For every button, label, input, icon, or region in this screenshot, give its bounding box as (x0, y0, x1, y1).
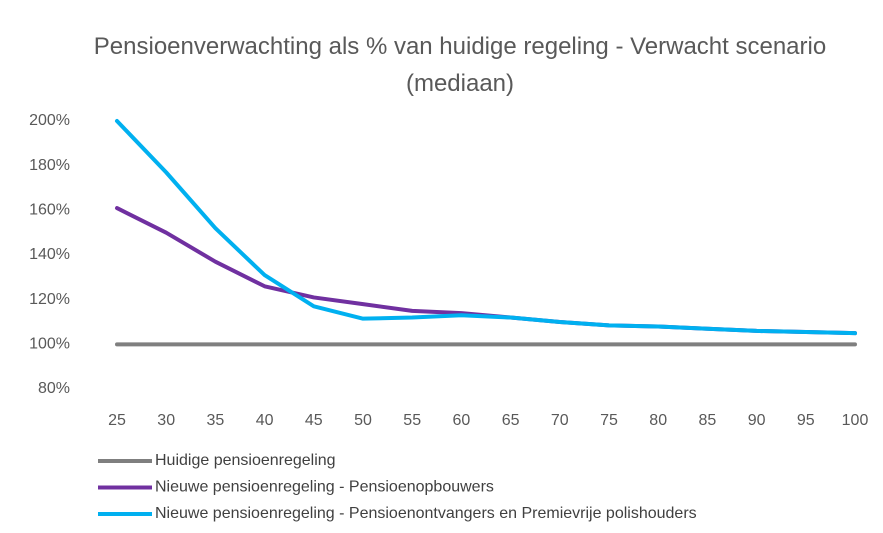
legend-label: Nieuwe pensioenregeling - Pensioenopbouw… (155, 479, 494, 496)
y-tick-label: 120% (29, 291, 70, 308)
x-tick-label: 50 (354, 412, 372, 429)
x-tick-label: 30 (157, 412, 175, 429)
x-tick-label: 45 (305, 412, 323, 429)
y-tick-label: 140% (29, 246, 70, 263)
x-tick-label: 35 (207, 412, 225, 429)
x-tick-label: 100 (842, 412, 869, 429)
legend-label: Huidige pensioenregeling (155, 452, 336, 469)
x-tick-label: 70 (551, 412, 569, 429)
line-series (115, 206, 857, 336)
y-tick-label: 200% (29, 112, 70, 129)
x-tick-label: 25 (108, 412, 126, 429)
y-tick-label: 80% (38, 380, 70, 397)
y-tick-label: 100% (29, 336, 70, 353)
x-tick-label: 95 (797, 412, 815, 429)
line-series (115, 119, 857, 336)
chart-title: Pensioenverwachting als % van huidige re… (93, 33, 827, 97)
x-tick-label: 80 (649, 412, 667, 429)
x-tick-label: 60 (453, 412, 471, 429)
x-tick-label: 90 (748, 412, 766, 429)
y-tick-label: 180% (29, 157, 70, 174)
x-tick-label: 40 (256, 412, 274, 429)
y-tick-label: 160% (29, 202, 70, 219)
legend-label: Nieuwe pensioenregeling - Pensioenontvan… (155, 505, 697, 522)
x-tick-label: 55 (403, 412, 421, 429)
x-tick-label: 85 (699, 412, 717, 429)
x-tick-label: 75 (600, 412, 618, 429)
x-tick-label: 65 (502, 412, 520, 429)
